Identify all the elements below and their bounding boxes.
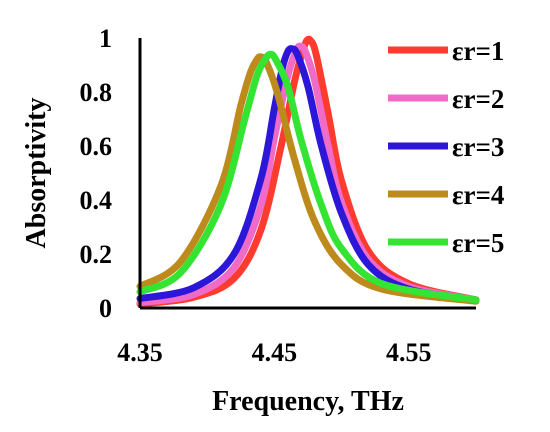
x-tick-label: 4.35 [117,338,163,367]
legend-label: εr=4 [452,180,504,210]
legend-item: εr=2 [388,84,504,114]
series-line-3 [136,45,480,304]
y-tick-label: 0.2 [80,240,113,269]
legend-label: εr=3 [452,132,504,162]
legend-label: εr=1 [452,36,504,66]
x-tick-label: 4.55 [386,338,432,367]
legend-item: εr=4 [388,180,504,210]
axis-labels: Frequency, THz Absorptivity [21,98,404,417]
x-axis-label: Frequency, THz [212,386,404,417]
legend-label: εr=2 [452,84,504,114]
y-tick-label: 0.8 [80,78,113,107]
x-tick-label: 4.45 [252,338,298,367]
legend-item: εr=1 [388,36,504,66]
series-line-5 [136,50,480,304]
legend-label: εr=5 [452,228,504,258]
legend-item: εr=3 [388,132,504,162]
y-axis-label: Absorptivity [21,98,52,249]
legend: εr=1 εr=2 εr=3 εr=4 εr=5 [388,36,504,258]
series-lines [136,35,480,308]
y-tick-label: 0 [99,294,112,323]
series-line-1 [136,35,480,308]
y-tick-label: 0.4 [80,186,113,215]
y-tick-label: 0.6 [80,132,113,161]
legend-item: εr=5 [388,228,504,258]
tick-labels: 0 0.2 0.4 0.6 0.8 1 4.35 4.45 4.55 [80,24,432,367]
axes [138,38,476,310]
y-tick-label: 1 [99,24,112,53]
